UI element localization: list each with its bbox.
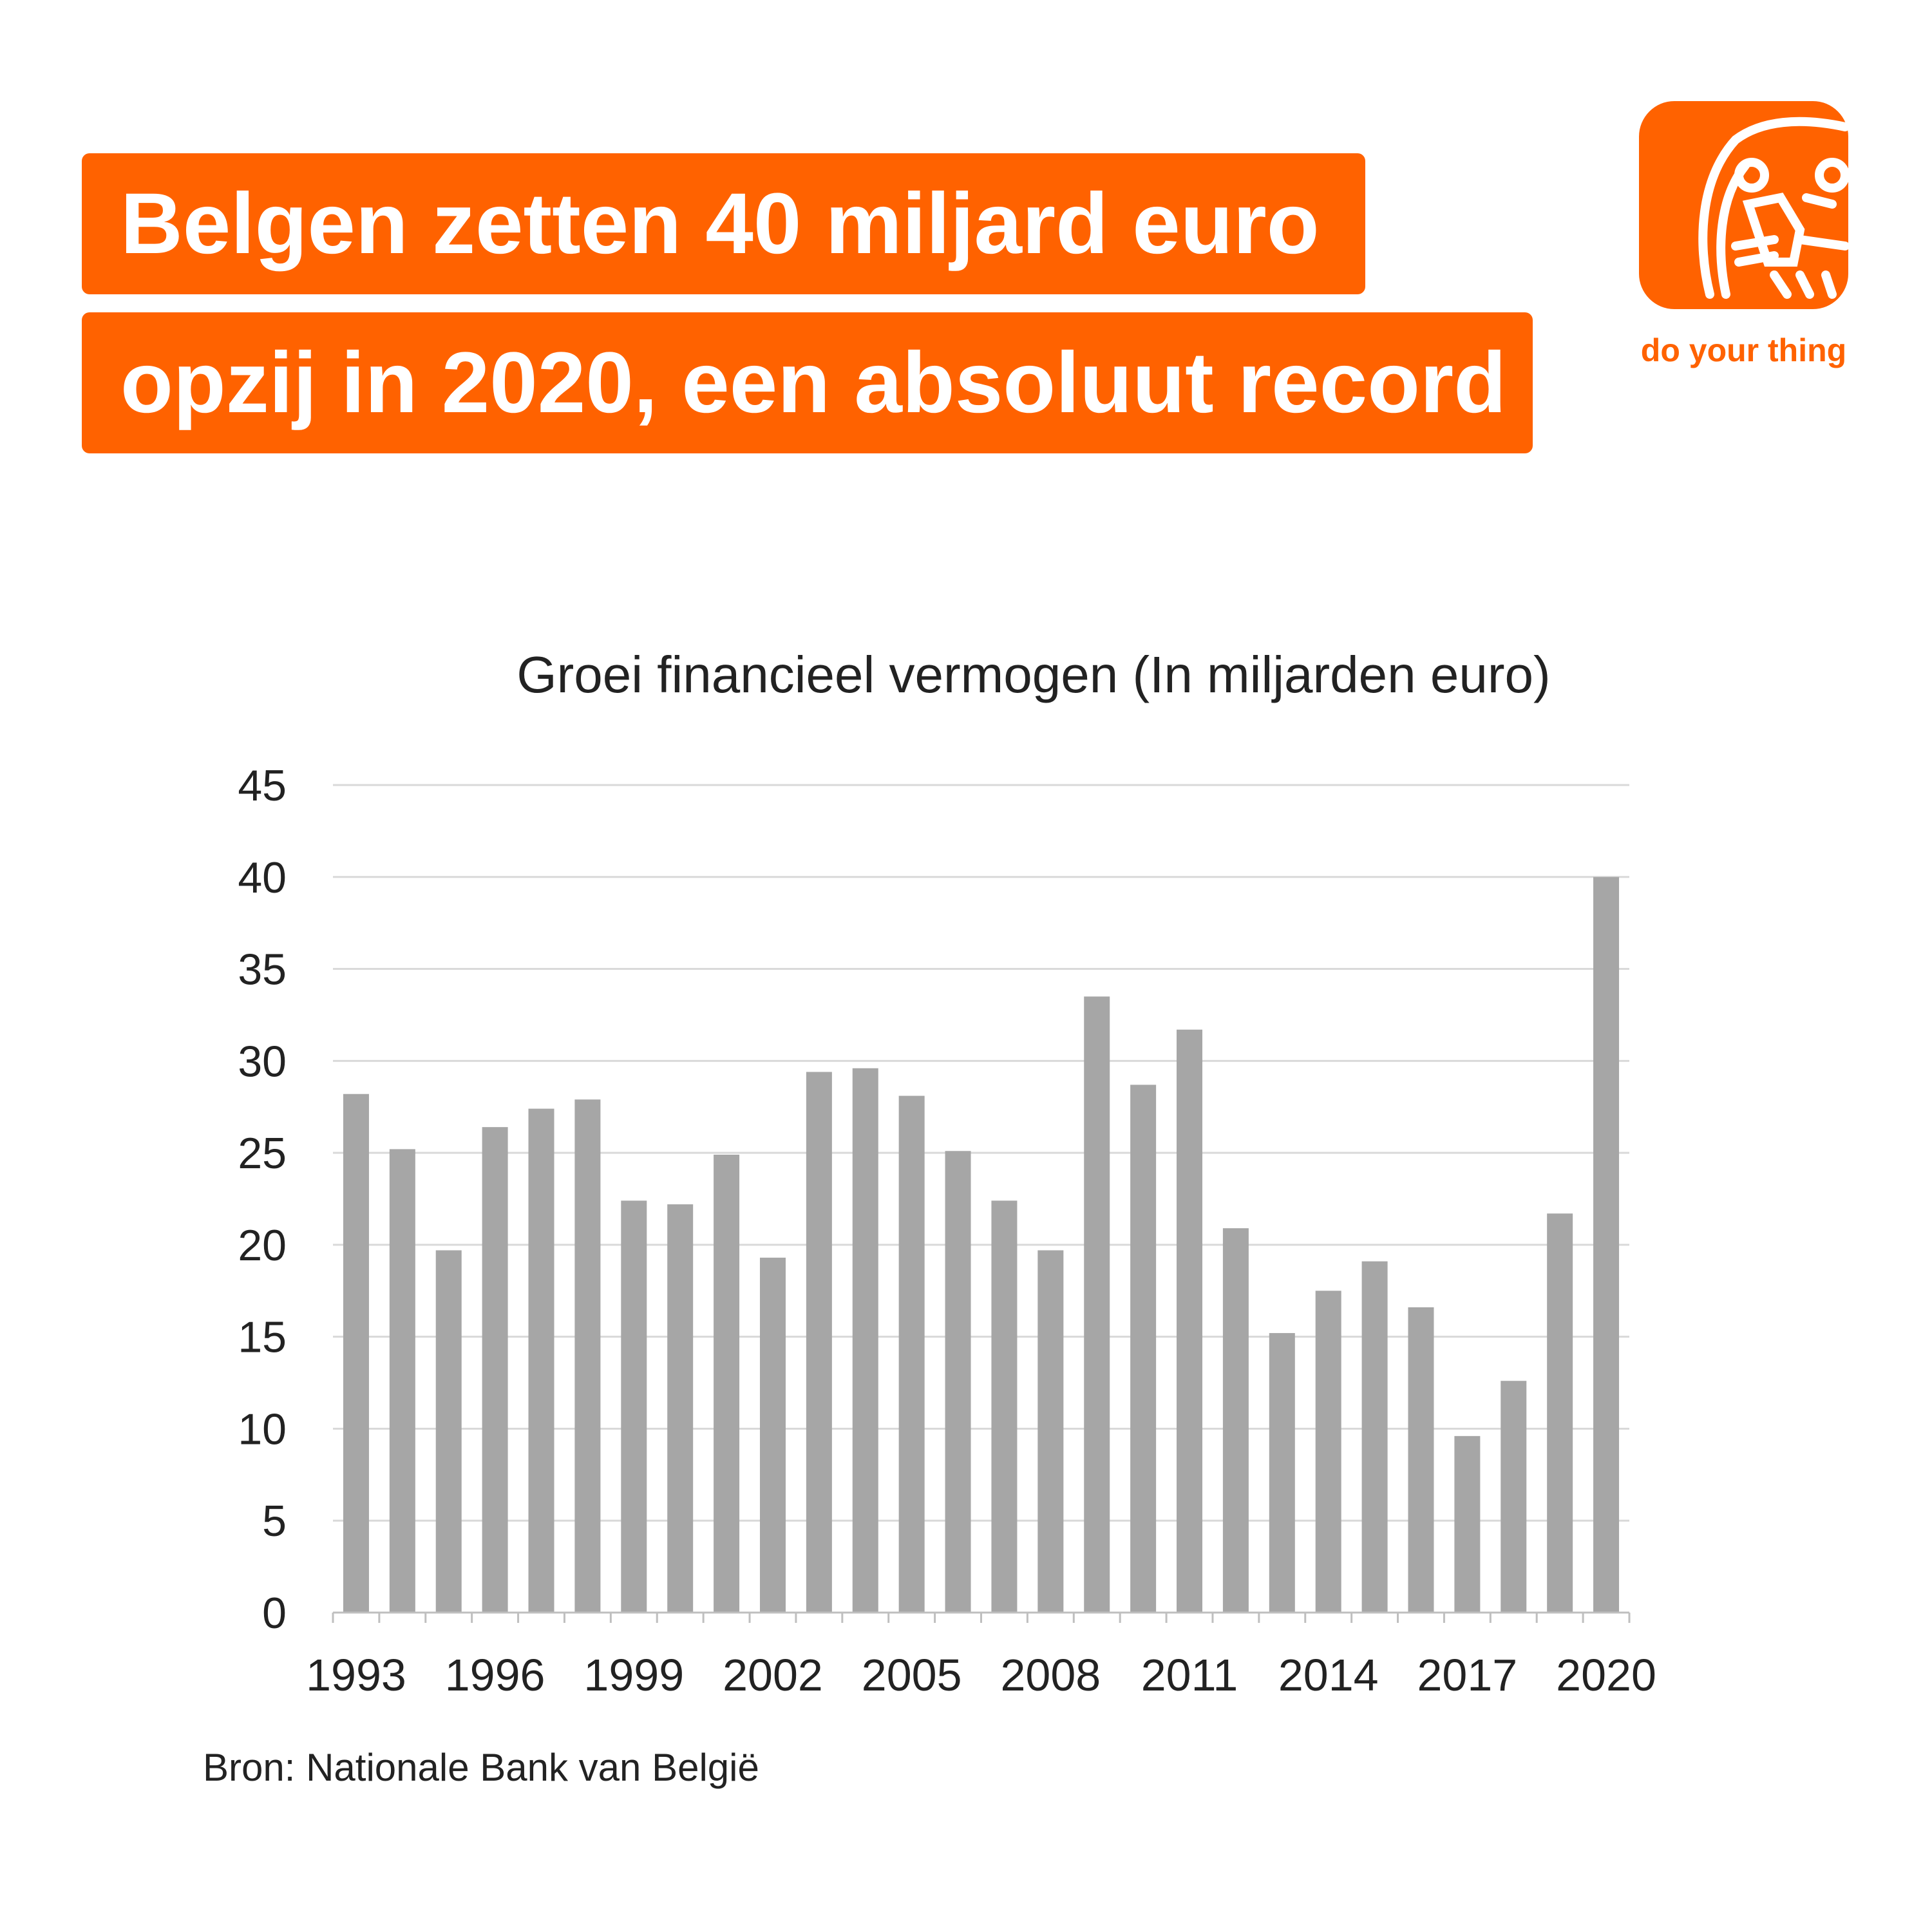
bar-2006 <box>945 1151 971 1613</box>
x-tick-label: 2008 <box>1000 1650 1101 1700</box>
x-tick-label: 1996 <box>445 1650 545 1700</box>
bar-2005 <box>898 1095 925 1613</box>
bar-1998 <box>574 1099 601 1613</box>
bar-2011 <box>1177 1029 1203 1613</box>
chart-title: Groei financieel vermogen (In miljarden … <box>516 646 1550 703</box>
y-tick-label: 15 <box>238 1313 287 1362</box>
bar-2009 <box>1084 996 1110 1613</box>
y-tick-label: 5 <box>262 1497 287 1546</box>
bar-2001 <box>714 1154 740 1613</box>
ing-lion-logo <box>1639 101 1848 309</box>
bar-2019 <box>1547 1213 1573 1613</box>
headline-box-1: Belgen zetten 40 miljard euro <box>82 153 1365 294</box>
x-tick-label: 1999 <box>583 1650 684 1700</box>
y-tick-label: 30 <box>238 1037 287 1086</box>
headline-line-1: Belgen zetten 40 miljard euro <box>120 176 1320 272</box>
bar-2003 <box>806 1072 832 1613</box>
bar-1999 <box>621 1200 647 1613</box>
bar-1996 <box>482 1127 508 1613</box>
brand-tagline: do your thing <box>1640 332 1847 368</box>
y-tick-label: 10 <box>238 1405 287 1454</box>
y-tick-label: 20 <box>238 1221 287 1270</box>
bar-1997 <box>528 1108 554 1613</box>
x-tick-label: 2017 <box>1417 1650 1518 1700</box>
x-tick-label: 2014 <box>1278 1650 1379 1700</box>
bar-2015 <box>1361 1261 1388 1613</box>
x-tick-label: 2011 <box>1141 1650 1238 1700</box>
bar-2012 <box>1222 1228 1249 1613</box>
bar-2007 <box>991 1200 1018 1613</box>
bar-2010 <box>1130 1084 1157 1613</box>
bar-2018 <box>1501 1381 1527 1613</box>
bar-2017 <box>1454 1435 1481 1613</box>
headline-line-2: opzij in 2020, een absoluut record <box>120 335 1506 431</box>
bar-2000 <box>667 1204 694 1613</box>
y-tick-label: 45 <box>238 761 287 810</box>
bar-2016 <box>1408 1307 1434 1613</box>
y-tick-label: 40 <box>238 853 287 902</box>
bar-2008 <box>1037 1250 1064 1613</box>
bar-1995 <box>435 1250 462 1613</box>
y-tick-label: 0 <box>262 1589 287 1638</box>
x-tick-label: 2005 <box>862 1650 962 1700</box>
bar-2004 <box>852 1068 878 1613</box>
bar-1993 <box>343 1094 369 1613</box>
bar-1994 <box>389 1149 415 1613</box>
bar-2002 <box>759 1257 786 1613</box>
source-note: Bron: Nationale Bank van België <box>203 1746 759 1789</box>
headline-box-2: opzij in 2020, een absoluut record <box>82 312 1533 453</box>
y-tick-label: 35 <box>238 945 287 994</box>
bar-2014 <box>1315 1291 1341 1613</box>
y-tick-label: 25 <box>238 1129 287 1178</box>
bar-2013 <box>1269 1332 1295 1613</box>
bar-2020 <box>1593 876 1620 1613</box>
x-tick-label: 2020 <box>1556 1650 1656 1700</box>
x-tick-label: 1993 <box>306 1650 406 1700</box>
x-tick-label: 2002 <box>723 1650 823 1700</box>
